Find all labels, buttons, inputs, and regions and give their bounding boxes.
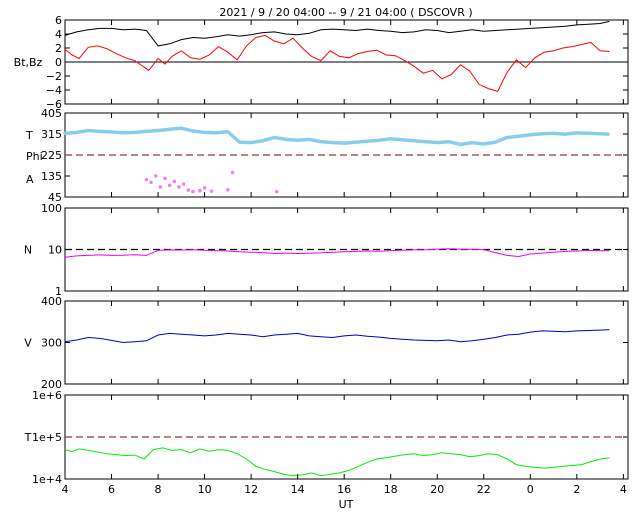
data-point — [191, 189, 195, 194]
data-point — [172, 179, 177, 184]
data-point — [144, 177, 149, 182]
y-tick-label: 10 — [48, 244, 62, 257]
y-tick-label: −6 — [46, 98, 62, 111]
panel-density: 100 10 1 N — [24, 202, 629, 298]
y-axis-label: N — [24, 244, 32, 257]
y-axis-label: T — [24, 431, 32, 444]
x-tick-label: 12 — [244, 483, 258, 496]
y-tick-label: 135 — [41, 170, 62, 183]
series-line — [64, 447, 610, 477]
x-tick-label: 22 — [477, 483, 491, 496]
series-line — [64, 248, 610, 258]
y-tick-label: −4 — [46, 84, 62, 97]
x-tick-label: 16 — [337, 483, 351, 496]
x-tick-label: 18 — [384, 483, 398, 496]
series-line — [64, 34, 610, 93]
data-point — [209, 189, 214, 193]
data-point — [181, 182, 186, 186]
x-tick-label: 4 — [620, 483, 627, 496]
data-point — [186, 188, 191, 192]
y-tick-label: 225 — [41, 149, 62, 162]
data-point — [230, 170, 235, 175]
chart-panels: 6420−2−4−6Bt,Bz40531522513545TPhiA100101… — [14, 14, 629, 496]
y-tick-label: 6 — [55, 14, 62, 27]
x-tick-label: 20 — [430, 483, 444, 496]
panel-temp_phi: 405 315 225 135 45 T Phi A — [25, 107, 629, 204]
data-point — [177, 185, 181, 189]
data-point — [158, 185, 163, 189]
panel-speed: 400 300 200 V — [24, 295, 629, 391]
y-tick-label: 300 — [41, 337, 62, 350]
y-tick-label: 315 — [41, 128, 62, 141]
x-tick-label: 2 — [573, 483, 580, 496]
chart-title: 2021 / 9 / 20 04:00 -- 9 / 21 04:00 ( DS… — [219, 6, 472, 19]
x-tick-label: 14 — [291, 483, 305, 496]
data-point — [163, 176, 167, 181]
data-point — [226, 187, 230, 192]
data-point — [274, 189, 279, 194]
data-point — [167, 183, 172, 188]
x-tick-label: 4 — [62, 483, 69, 496]
y-tick-label: 405 — [41, 107, 62, 120]
y-tick-label: 1e+6 — [32, 389, 62, 402]
y-tick-label: 100 — [41, 202, 62, 215]
panel-temperature: 1e+6 1e+5 1e+4 T — [24, 389, 629, 486]
series-line — [63, 126, 612, 147]
y-tick-label: 200 — [41, 378, 62, 391]
y-tick-label: 4 — [55, 28, 62, 41]
x-tick-label: 0 — [527, 483, 534, 496]
series-line — [64, 20, 610, 47]
panel-frame — [64, 300, 629, 385]
x-axis-label: UT — [339, 498, 354, 511]
y-tick-label: 2 — [55, 42, 62, 55]
y-axis-label: T — [25, 129, 33, 142]
data-point — [149, 180, 153, 185]
y-tick-label: 1e+4 — [32, 473, 62, 486]
y-tick-label: 45 — [48, 191, 62, 204]
x-tick-label: 6 — [108, 483, 115, 496]
y-axis-label: A — [26, 173, 34, 186]
y-tick-label: −2 — [46, 70, 62, 83]
x-tick-label: 10 — [198, 483, 212, 496]
data-point — [153, 174, 158, 178]
y-tick-label: 1 — [55, 285, 62, 298]
y-tick-label: 0 — [55, 56, 62, 69]
y-axis-label: Phi — [26, 150, 43, 163]
y-axis-label: V — [24, 337, 32, 350]
y-tick-label: 1e+5 — [32, 431, 62, 444]
x-tick-label: 8 — [155, 483, 162, 496]
series-line — [64, 329, 610, 344]
data-point — [198, 188, 202, 193]
y-axis-label: Bt,Bz — [14, 56, 43, 69]
y-tick-label: 400 — [41, 295, 62, 308]
data-point — [202, 186, 207, 190]
